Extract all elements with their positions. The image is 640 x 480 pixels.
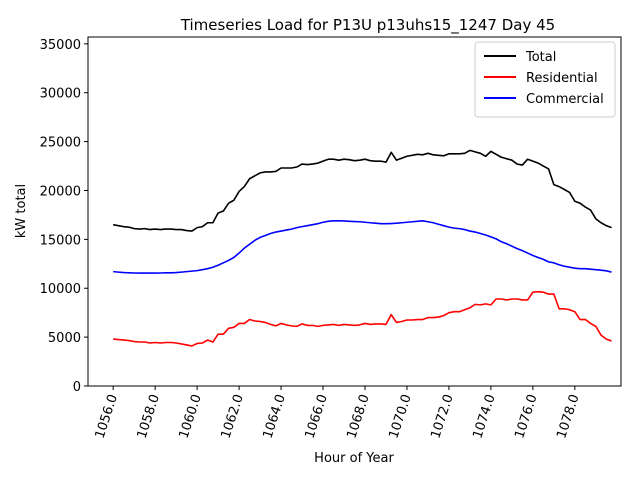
y-tick-label: 20000	[40, 184, 81, 199]
chart-title: Timeseries Load for P13U p13uhs15_1247 D…	[180, 16, 555, 35]
x-axis-label: Hour of Year	[314, 451, 394, 466]
series-line-total	[113, 149, 612, 232]
legend: Total Residential Commercial	[474, 41, 616, 118]
legend-label-commercial: Commercial	[526, 92, 604, 107]
legend-label-residential: Residential	[526, 71, 598, 86]
y-tick-label: 5000	[48, 331, 81, 346]
plot-frame	[87, 36, 622, 387]
y-tick-label: 25000	[40, 136, 81, 151]
y-tick-label: 0	[73, 380, 81, 395]
y-tick-label: 35000	[40, 38, 81, 53]
series-line-residential	[113, 290, 612, 347]
y-axis-ticks: 0 5000 10000 15000 20000 25000 30000 35000	[40, 38, 88, 395]
legend-label-total: Total	[525, 50, 556, 65]
y-tick-label: 30000	[40, 87, 81, 102]
y-tick-label: 10000	[40, 282, 81, 297]
series-line-commercial	[113, 219, 612, 274]
y-tick-label: 15000	[40, 233, 81, 248]
series-lines	[113, 149, 612, 347]
y-axis-label: kW total	[14, 184, 29, 238]
